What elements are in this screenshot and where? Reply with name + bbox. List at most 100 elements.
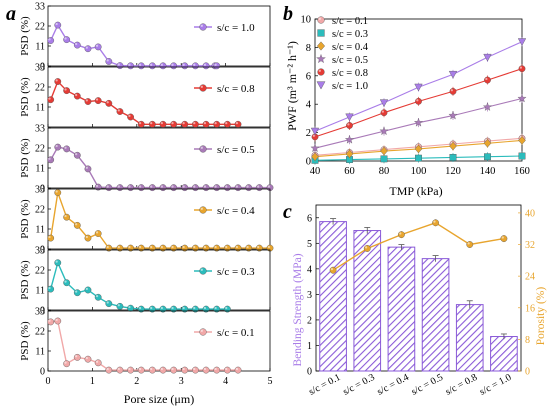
legend-label: s/c = 0.1 [217,327,255,339]
data-point [414,144,423,154]
subplot-frame [47,66,271,128]
data-point [181,62,189,70]
data-point [116,62,124,70]
data-point [483,53,492,62]
x-tick-label: 2 [134,376,139,387]
data-point [137,120,145,128]
data-point [73,41,81,49]
y-tick-label: 6 [307,213,312,224]
data-point [73,92,81,100]
panel-letter-a: a [6,3,16,25]
data-point [380,155,388,163]
legend-marker [317,29,325,37]
data-point [518,65,526,73]
legend-marker [199,145,207,153]
legend-marker [199,23,207,31]
data-point [379,126,389,136]
legend-label: s/c = 0.1 [332,16,368,27]
data-point [413,117,424,127]
y-tick-label: 11 [35,225,45,236]
y-tick-label: 11 [35,286,45,297]
y-tick-label: 0 [306,157,311,168]
legend-label: s/c = 0.3 [217,266,255,278]
data-point [245,184,253,192]
data-point [105,58,113,65]
bar [455,304,484,372]
data-point [116,184,124,192]
data-point [234,184,242,192]
data-point [213,62,221,70]
data-point [63,279,71,287]
x-tick-label: s/c = 0.1 [307,372,342,398]
data-point [54,259,62,267]
data-point [54,143,62,151]
legend-label: s/c = 0.3 [332,29,368,40]
data-point [170,366,178,374]
data-point [517,93,527,103]
data-point [137,366,145,374]
x-tick-label: 140 [480,166,496,177]
data-point [484,76,491,84]
data-point [345,149,354,159]
y-tick-label: 22 [35,144,45,155]
data-point [192,120,199,128]
data-point [159,120,167,128]
data-point [517,38,527,46]
y-tick-label: 11 [35,42,45,53]
data-point [54,78,62,85]
data-point [223,184,231,192]
subplot-ylabel: PSD (%) [19,199,31,239]
data-point [483,138,492,148]
panel-letter-c: c [283,201,292,223]
panel-a-pore-size-distribution: 0 11 22 33 PSD (%) s/c = 1.0 11 22 33 PSD (%) s/c … [19,2,274,387]
y2-tick-label: 0 [525,367,530,378]
y-tick-label: 33 [35,63,45,74]
y-tick-label: 6 [306,71,311,82]
data-point [234,366,242,374]
legend-marker [317,68,325,76]
data-point [47,234,55,242]
data-point [47,156,55,164]
panel-c-y2label: Porosity (%) [535,287,547,346]
data-point [127,184,134,192]
data-point [202,62,210,70]
data-point [94,97,102,105]
data-point [148,120,156,128]
x-tick-label: 80 [379,166,390,177]
x-tick-label: 4 [223,376,228,387]
x-tick-label: 1 [90,376,95,387]
legend-marker [199,267,207,275]
data-point [192,62,199,70]
data-point [202,366,210,374]
data-point [148,62,156,70]
data-point [181,120,189,128]
data-point [234,120,242,128]
data-point [73,151,81,159]
subplot-frame [47,127,271,189]
y2-tick-label: 32 [525,240,535,251]
data-point [84,286,92,294]
data-point [63,360,71,368]
y-tick-label: 0 [40,62,45,73]
data-point [116,108,124,115]
legend-label: s/c = 0.5 [217,144,255,156]
data-point [159,184,167,192]
data-point [148,366,156,374]
panel-b-pure-water-flux: 40 60 80 100 120 140 160 0 2 4 6 8 10 s/c = 0.1 s/c = … [301,15,530,178]
y-tick-label: 1 [307,341,312,352]
y-tick-label: 33 [35,307,45,318]
x-tick-label: 160 [514,166,530,177]
data-point [192,184,199,192]
series-line [50,146,270,189]
data-point [414,83,423,92]
legend-marker [316,41,326,51]
data-point [84,98,92,105]
panel-c-ylabel: Bending Strength (MPa) [292,253,304,366]
data-point [84,45,92,53]
data-point [181,184,189,192]
y-tick-label: 0 [40,245,45,256]
x-tick-label: s/c = 0.8 [444,372,479,398]
data-point [47,285,55,293]
x-tick-label: 40 [310,166,321,177]
